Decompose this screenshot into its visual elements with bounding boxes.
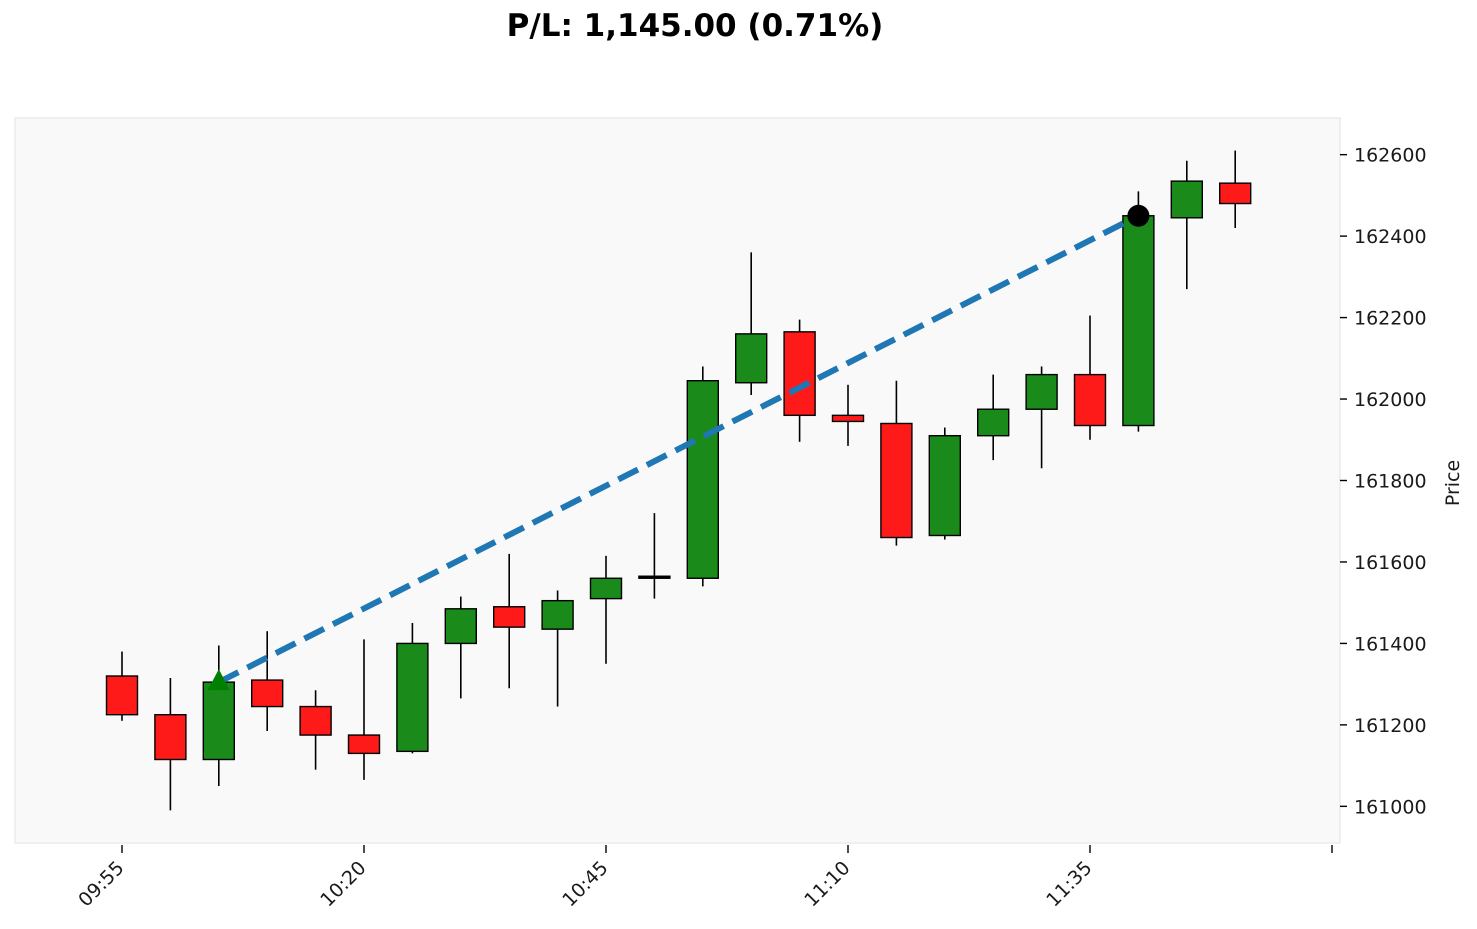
x-tick-label: 10:20 bbox=[316, 857, 370, 911]
candle-body bbox=[783, 331, 816, 417]
candle bbox=[1218, 150, 1252, 228]
candle-body bbox=[1025, 373, 1058, 410]
candle-body bbox=[1122, 215, 1155, 427]
candle bbox=[928, 427, 961, 540]
y-tick-label: 161600 bbox=[1354, 552, 1427, 574]
candle bbox=[347, 639, 381, 780]
candle-body bbox=[396, 642, 429, 753]
candle-body bbox=[977, 408, 1010, 437]
candle bbox=[250, 631, 284, 731]
candle bbox=[493, 553, 526, 689]
candle-body bbox=[686, 380, 719, 579]
candle bbox=[1122, 191, 1155, 432]
y-tick-label: 161800 bbox=[1354, 471, 1427, 493]
y-tick-label: 162200 bbox=[1354, 308, 1427, 330]
x-tick-label: 11:35 bbox=[1042, 857, 1096, 911]
candle bbox=[589, 555, 623, 664]
x-axis: 09:55 10:20 10:45 11:10 11:35 bbox=[74, 845, 1333, 911]
trade-layer bbox=[207, 204, 1150, 691]
candle-body bbox=[444, 608, 477, 645]
candle bbox=[444, 596, 477, 699]
y-axis-title: Price bbox=[1442, 460, 1464, 506]
candle bbox=[977, 374, 1010, 461]
candle bbox=[541, 590, 574, 707]
exit-marker bbox=[1127, 204, 1150, 227]
candle bbox=[783, 319, 816, 442]
candle bbox=[105, 651, 139, 721]
candle bbox=[831, 384, 865, 446]
x-tick-label: 09:55 bbox=[74, 857, 128, 911]
candle bbox=[154, 678, 187, 811]
candle bbox=[1073, 315, 1107, 440]
candle-body bbox=[1218, 182, 1252, 205]
y-tick-label: 162400 bbox=[1354, 226, 1427, 248]
candle bbox=[299, 690, 332, 770]
entry-marker bbox=[207, 669, 230, 691]
plot-area bbox=[14, 117, 1341, 844]
x-tick-label: 11:10 bbox=[800, 857, 854, 911]
candle-body bbox=[735, 333, 768, 384]
candle-body bbox=[880, 422, 913, 539]
candle-body bbox=[250, 679, 284, 708]
candle-body bbox=[589, 577, 623, 600]
candle-body bbox=[831, 414, 865, 423]
candle-body bbox=[928, 434, 961, 537]
candle-body bbox=[1073, 373, 1107, 427]
candle-body bbox=[493, 606, 526, 628]
candle bbox=[1170, 160, 1204, 290]
candle-body bbox=[154, 713, 187, 761]
candle-body bbox=[299, 705, 332, 736]
y-tick-label: 161000 bbox=[1354, 796, 1427, 818]
candle bbox=[880, 380, 913, 546]
candle bbox=[638, 513, 671, 599]
candle-body bbox=[541, 599, 574, 630]
candle bbox=[735, 252, 768, 395]
candle-body bbox=[347, 734, 381, 755]
candle bbox=[1025, 366, 1058, 469]
candle-body bbox=[638, 575, 671, 579]
x-tick-label: 10:45 bbox=[558, 857, 612, 911]
candle-body bbox=[1170, 180, 1204, 219]
candle bbox=[686, 366, 719, 587]
y-tick-label: 162600 bbox=[1354, 145, 1427, 167]
y-tick-label: 161200 bbox=[1354, 715, 1427, 737]
y-tick-label: 162000 bbox=[1354, 389, 1427, 411]
candle-body bbox=[105, 675, 139, 716]
y-axis: 161000 161200 161400 161600 161800 162000 1622… bbox=[1340, 145, 1427, 818]
candle bbox=[396, 623, 429, 754]
y-tick-label: 161400 bbox=[1354, 633, 1427, 655]
chart-title: P/L: 1,145.00 (0.71%) bbox=[506, 8, 884, 44]
trade-line bbox=[217, 213, 1140, 685]
candle-body bbox=[202, 681, 236, 761]
